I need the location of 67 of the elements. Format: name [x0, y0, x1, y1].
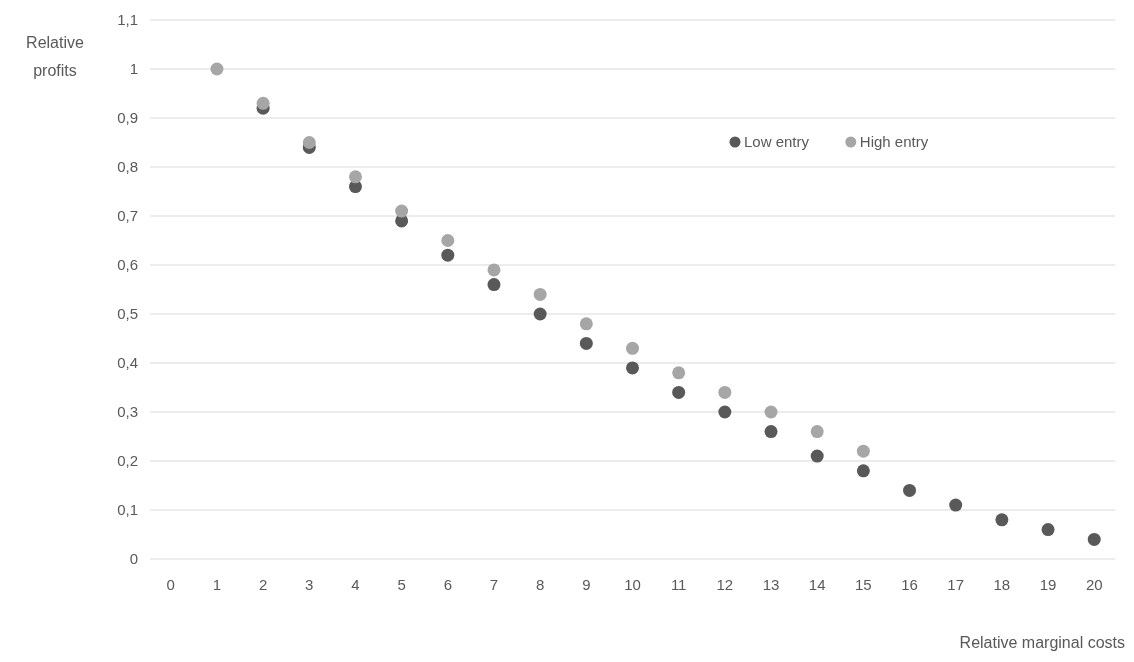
x-tick-label: 1	[212, 576, 222, 593]
x-tick-label: 13	[762, 576, 780, 593]
point	[441, 234, 455, 247]
point	[579, 317, 593, 331]
point	[348, 170, 362, 184]
point	[718, 405, 732, 419]
point	[810, 449, 824, 463]
x-tick-label: 3	[305, 576, 314, 593]
x-tick-label: 6	[443, 576, 452, 593]
x-tick-label: 20	[1085, 576, 1103, 593]
y-tick-label: 0,8	[117, 158, 138, 176]
point	[487, 263, 501, 277]
y-tick-label: 0,6	[117, 256, 138, 274]
point	[256, 96, 270, 110]
x-tick-label: 4	[351, 576, 360, 593]
y-tick-label: 0,9	[117, 109, 138, 127]
point	[579, 336, 593, 350]
x-tick-label: 5	[397, 576, 406, 593]
point	[810, 425, 824, 439]
point	[672, 385, 686, 399]
point	[856, 444, 870, 458]
x-tick-label: 11	[670, 576, 687, 593]
y-tick-label: 0,3	[117, 403, 138, 421]
y-tick-label: 0,1	[117, 501, 138, 519]
x-tick-label: 19	[1039, 576, 1057, 593]
point	[441, 248, 455, 262]
x-tick-label: 10	[624, 576, 641, 593]
point	[995, 513, 1009, 527]
y-axis-title: Relative profits	[26, 34, 84, 79]
legend-label: Low entry	[744, 133, 810, 151]
point	[626, 361, 639, 375]
point	[903, 483, 917, 497]
x-tick-label: 2	[258, 576, 268, 593]
x-tick-label: 7	[489, 576, 499, 593]
point	[1041, 523, 1055, 537]
x-tick-label: 8	[535, 576, 545, 593]
point	[533, 287, 547, 301]
x-tick-label: 12	[716, 576, 734, 593]
point	[1087, 532, 1101, 546]
point	[487, 278, 501, 292]
point	[533, 307, 547, 321]
legend-label: High entry	[859, 133, 929, 151]
y-tick-label: 0,5	[117, 305, 138, 323]
point	[764, 405, 778, 419]
x-tick-label: 17	[947, 576, 965, 593]
x-tick-label: 18	[993, 576, 1011, 593]
x-axis-title: Relative marginal costs	[959, 634, 1125, 651]
point	[718, 385, 732, 399]
point	[302, 136, 316, 149]
x-tick-label: 9	[582, 576, 591, 593]
point	[395, 204, 409, 218]
x-tick-label: 16	[901, 576, 918, 593]
x-tick-label: 14	[808, 576, 826, 593]
x-tick-label: 0	[166, 576, 175, 593]
y-tick-label: 1	[129, 60, 138, 78]
y-tick-label: 0,2	[117, 452, 138, 470]
y-tick-label: 0,7	[117, 207, 138, 225]
point	[626, 341, 639, 355]
y-tick-label: 1,1	[117, 11, 138, 29]
point	[672, 366, 686, 380]
y-tick-label: 0,4	[117, 354, 138, 372]
y-tick-label: 0	[129, 550, 138, 568]
point	[210, 62, 224, 76]
point	[856, 464, 870, 478]
point	[949, 498, 963, 512]
x-tick-label: 15	[855, 576, 872, 593]
point	[764, 425, 778, 439]
